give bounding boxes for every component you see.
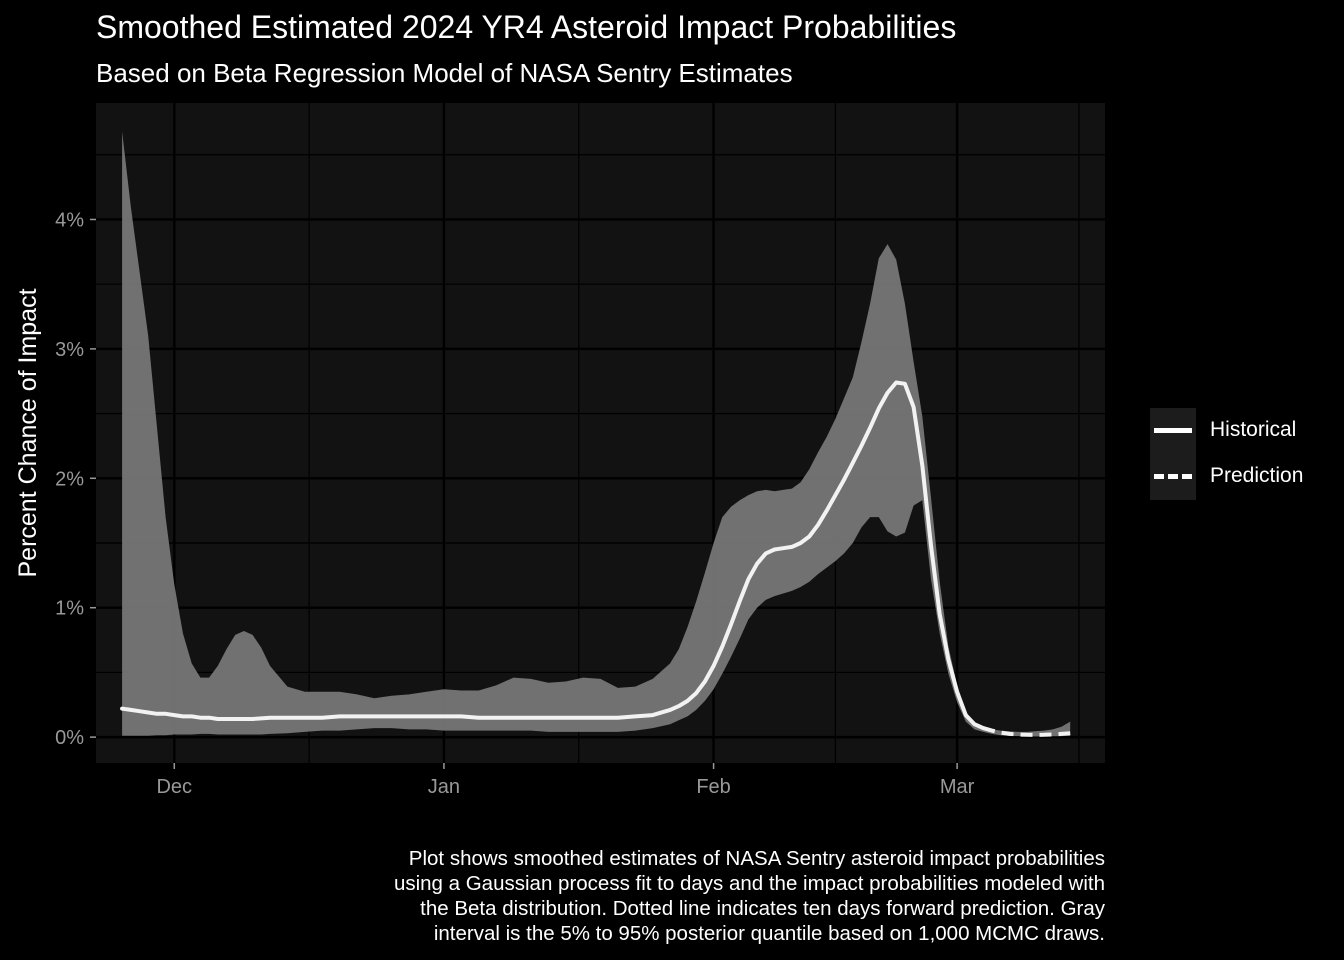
interval-band-historical <box>122 131 984 736</box>
legend-item-historical: Historical <box>1150 408 1340 454</box>
x-tick-label: Mar <box>940 776 975 798</box>
caption-line: the Beta distribution. Dotted line indic… <box>420 897 1105 920</box>
legend-label-prediction: Prediction <box>1210 464 1304 487</box>
series-line-historical <box>120 380 986 731</box>
y-tick-label: 1% <box>55 598 84 620</box>
y-tick-label: 0% <box>55 727 84 749</box>
chart-title: Smoothed Estimated 2024 YR4 Asteroid Imp… <box>96 9 957 45</box>
caption-line: using a Gaussian process fit to days and… <box>393 872 1105 895</box>
y-tick-label: 3% <box>55 339 84 361</box>
legend-key-background <box>1150 408 1196 500</box>
chart-subtitle: Based on Beta Regression Model of NASA S… <box>96 58 793 88</box>
x-tick-label: Feb <box>696 776 730 798</box>
y-axis-label: Percent Chance of Impact <box>14 288 42 577</box>
series-line-prediction <box>982 726 1071 737</box>
x-tick-label: Jan <box>428 776 460 798</box>
chart-caption: Plot shows smoothed estimates of NASA Se… <box>205 846 1105 946</box>
caption-line: Plot shows smoothed estimates of NASA Se… <box>408 847 1105 870</box>
plot-panel <box>96 103 1105 763</box>
legend-label-historical: Historical <box>1210 418 1297 441</box>
legend-solid-line-key <box>1154 428 1192 433</box>
y-tick-label: 4% <box>55 209 84 231</box>
legend-item-prediction: Prediction <box>1150 454 1340 500</box>
x-tick-label: Dec <box>156 776 192 798</box>
legend-dashed-line-key <box>1154 474 1192 479</box>
y-tick-label: 2% <box>55 468 84 490</box>
caption-line: interval is the 5% to 95% posterior quan… <box>433 922 1105 945</box>
